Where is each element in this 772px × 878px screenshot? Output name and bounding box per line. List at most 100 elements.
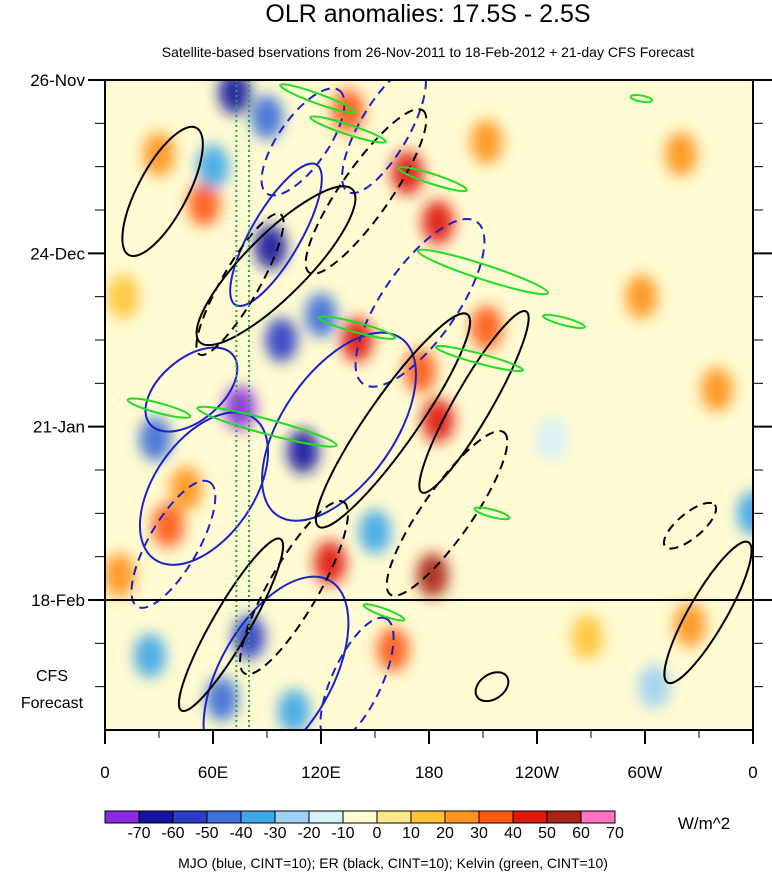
kelvin-contour — [397, 165, 468, 193]
forecast-label-line2: Forecast — [21, 695, 84, 712]
anomaly-blob — [206, 677, 238, 722]
colorbar-swatch — [580, 810, 616, 824]
kelvin-contour — [309, 115, 387, 144]
kelvin-contour — [126, 397, 192, 419]
contour-legend: MJO (blue, CINT=10); ER (black, CINT=10)… — [178, 855, 608, 871]
x-tick-label: 0 — [100, 763, 109, 782]
anomaly-blob — [638, 664, 670, 709]
anomaly-blob — [197, 144, 229, 189]
anomaly-blob — [305, 293, 337, 338]
anomaly-blob — [701, 367, 733, 412]
y-tick-label: 21-Jan — [33, 418, 85, 437]
anomaly-blob — [470, 305, 503, 350]
colorbar-label: -70 — [127, 825, 150, 842]
anomaly-blob — [470, 119, 503, 164]
er-contour — [474, 671, 510, 703]
y-tick-label: 24-Dec — [30, 244, 85, 263]
anomaly-blob — [535, 417, 568, 462]
kelvin-contour — [196, 405, 338, 448]
er-contour — [663, 540, 753, 685]
anomaly-blob — [105, 553, 136, 598]
er-contour — [314, 312, 472, 529]
anomaly-blob — [139, 417, 172, 462]
mjo-contour — [341, 80, 427, 195]
colorbar-label: 10 — [402, 825, 420, 842]
anomaly-blob — [287, 429, 319, 474]
colorbar-label: -50 — [195, 825, 218, 842]
kelvin-contour — [317, 315, 397, 340]
anomaly-blob — [251, 95, 283, 140]
colorbar-label: 0 — [373, 825, 382, 842]
anomaly-blob — [422, 398, 454, 443]
anomaly-blob — [737, 491, 753, 536]
colorbar-swatch — [478, 810, 514, 824]
x-tick-label: 120E — [301, 763, 341, 782]
colorbar-label: -60 — [161, 825, 184, 842]
er-contour — [662, 501, 718, 550]
colorbar-swatch — [240, 810, 276, 824]
anomaly-blob — [571, 615, 604, 660]
anomaly-blob — [422, 200, 454, 245]
kelvin-contour — [416, 248, 550, 296]
mjo-contour — [319, 616, 395, 730]
colorbar-label: 40 — [504, 825, 522, 842]
mjo-contour — [202, 575, 350, 730]
mjo-contour — [354, 218, 486, 388]
anomaly-blob — [665, 132, 697, 177]
chart-subtitle: Satellite-based bservations from 26-Nov-… — [162, 44, 695, 60]
kelvin-contour — [279, 83, 356, 114]
colorbar-label: 30 — [470, 825, 488, 842]
mjo-contour — [144, 346, 239, 433]
colorbar-swatch — [206, 810, 242, 824]
anomaly-blob — [278, 689, 310, 730]
kelvin-contour — [362, 603, 406, 622]
mjo-contour — [261, 331, 417, 522]
er-contour — [385, 430, 509, 597]
anomaly-blob — [170, 466, 202, 511]
colorbar-swatch — [274, 810, 310, 824]
anomaly-blob — [188, 181, 220, 226]
colorbar-swatch — [308, 810, 344, 824]
anomaly-blob — [625, 274, 658, 319]
x-tick-label: 180 — [415, 763, 443, 782]
er-contour — [195, 212, 285, 357]
mjo-contour — [130, 479, 217, 609]
er-contour — [304, 108, 428, 275]
colorbar-swatch — [376, 810, 412, 824]
colorbar-label: -20 — [297, 825, 320, 842]
anomaly-blob — [416, 553, 449, 598]
er-contour — [418, 310, 530, 494]
anomaly-blob — [218, 80, 251, 115]
kelvin-contour — [629, 93, 654, 104]
x-tick-label: 0 — [748, 763, 757, 782]
anomaly-blob — [341, 318, 373, 362]
colorbar-label: 70 — [606, 825, 624, 842]
y-tick-label: 18-Feb — [31, 591, 85, 610]
colorbar-swatch — [172, 810, 208, 824]
colorbar: -70 -60 -50 -40 -30 -20 -10 0 10 20 30 40 50 60 70 — [104, 810, 624, 842]
chart-title: OLR anomalies: 17.5S - 2.5S — [265, 0, 590, 28]
colorbar-swatch — [512, 810, 548, 824]
colorbar-swatch — [104, 810, 140, 824]
x-tick-label: 60E — [198, 763, 228, 782]
x-tick-label: 60W — [628, 763, 663, 782]
kelvin-contour — [434, 344, 524, 373]
er-contour — [177, 537, 285, 712]
colorbar-label: -10 — [331, 825, 354, 842]
colorbar-swatch — [138, 810, 174, 824]
mjo-contour — [260, 87, 346, 197]
anomaly-blob — [404, 348, 436, 393]
colorbar-swatch — [444, 810, 480, 824]
anomaly-blob — [134, 633, 166, 678]
colorbar-swatch — [546, 810, 582, 824]
colorbar-swatch — [410, 810, 446, 824]
anomaly-blob — [359, 509, 391, 554]
forecast-label-line1: CFS — [36, 668, 68, 685]
anomaly-blob — [152, 503, 184, 548]
colorbar-label: 20 — [436, 825, 454, 842]
forecast-meridional-lines — [235, 80, 250, 730]
er-contour — [195, 185, 357, 347]
colorbar-label: 50 — [538, 825, 556, 842]
anomaly-blob — [224, 386, 256, 431]
